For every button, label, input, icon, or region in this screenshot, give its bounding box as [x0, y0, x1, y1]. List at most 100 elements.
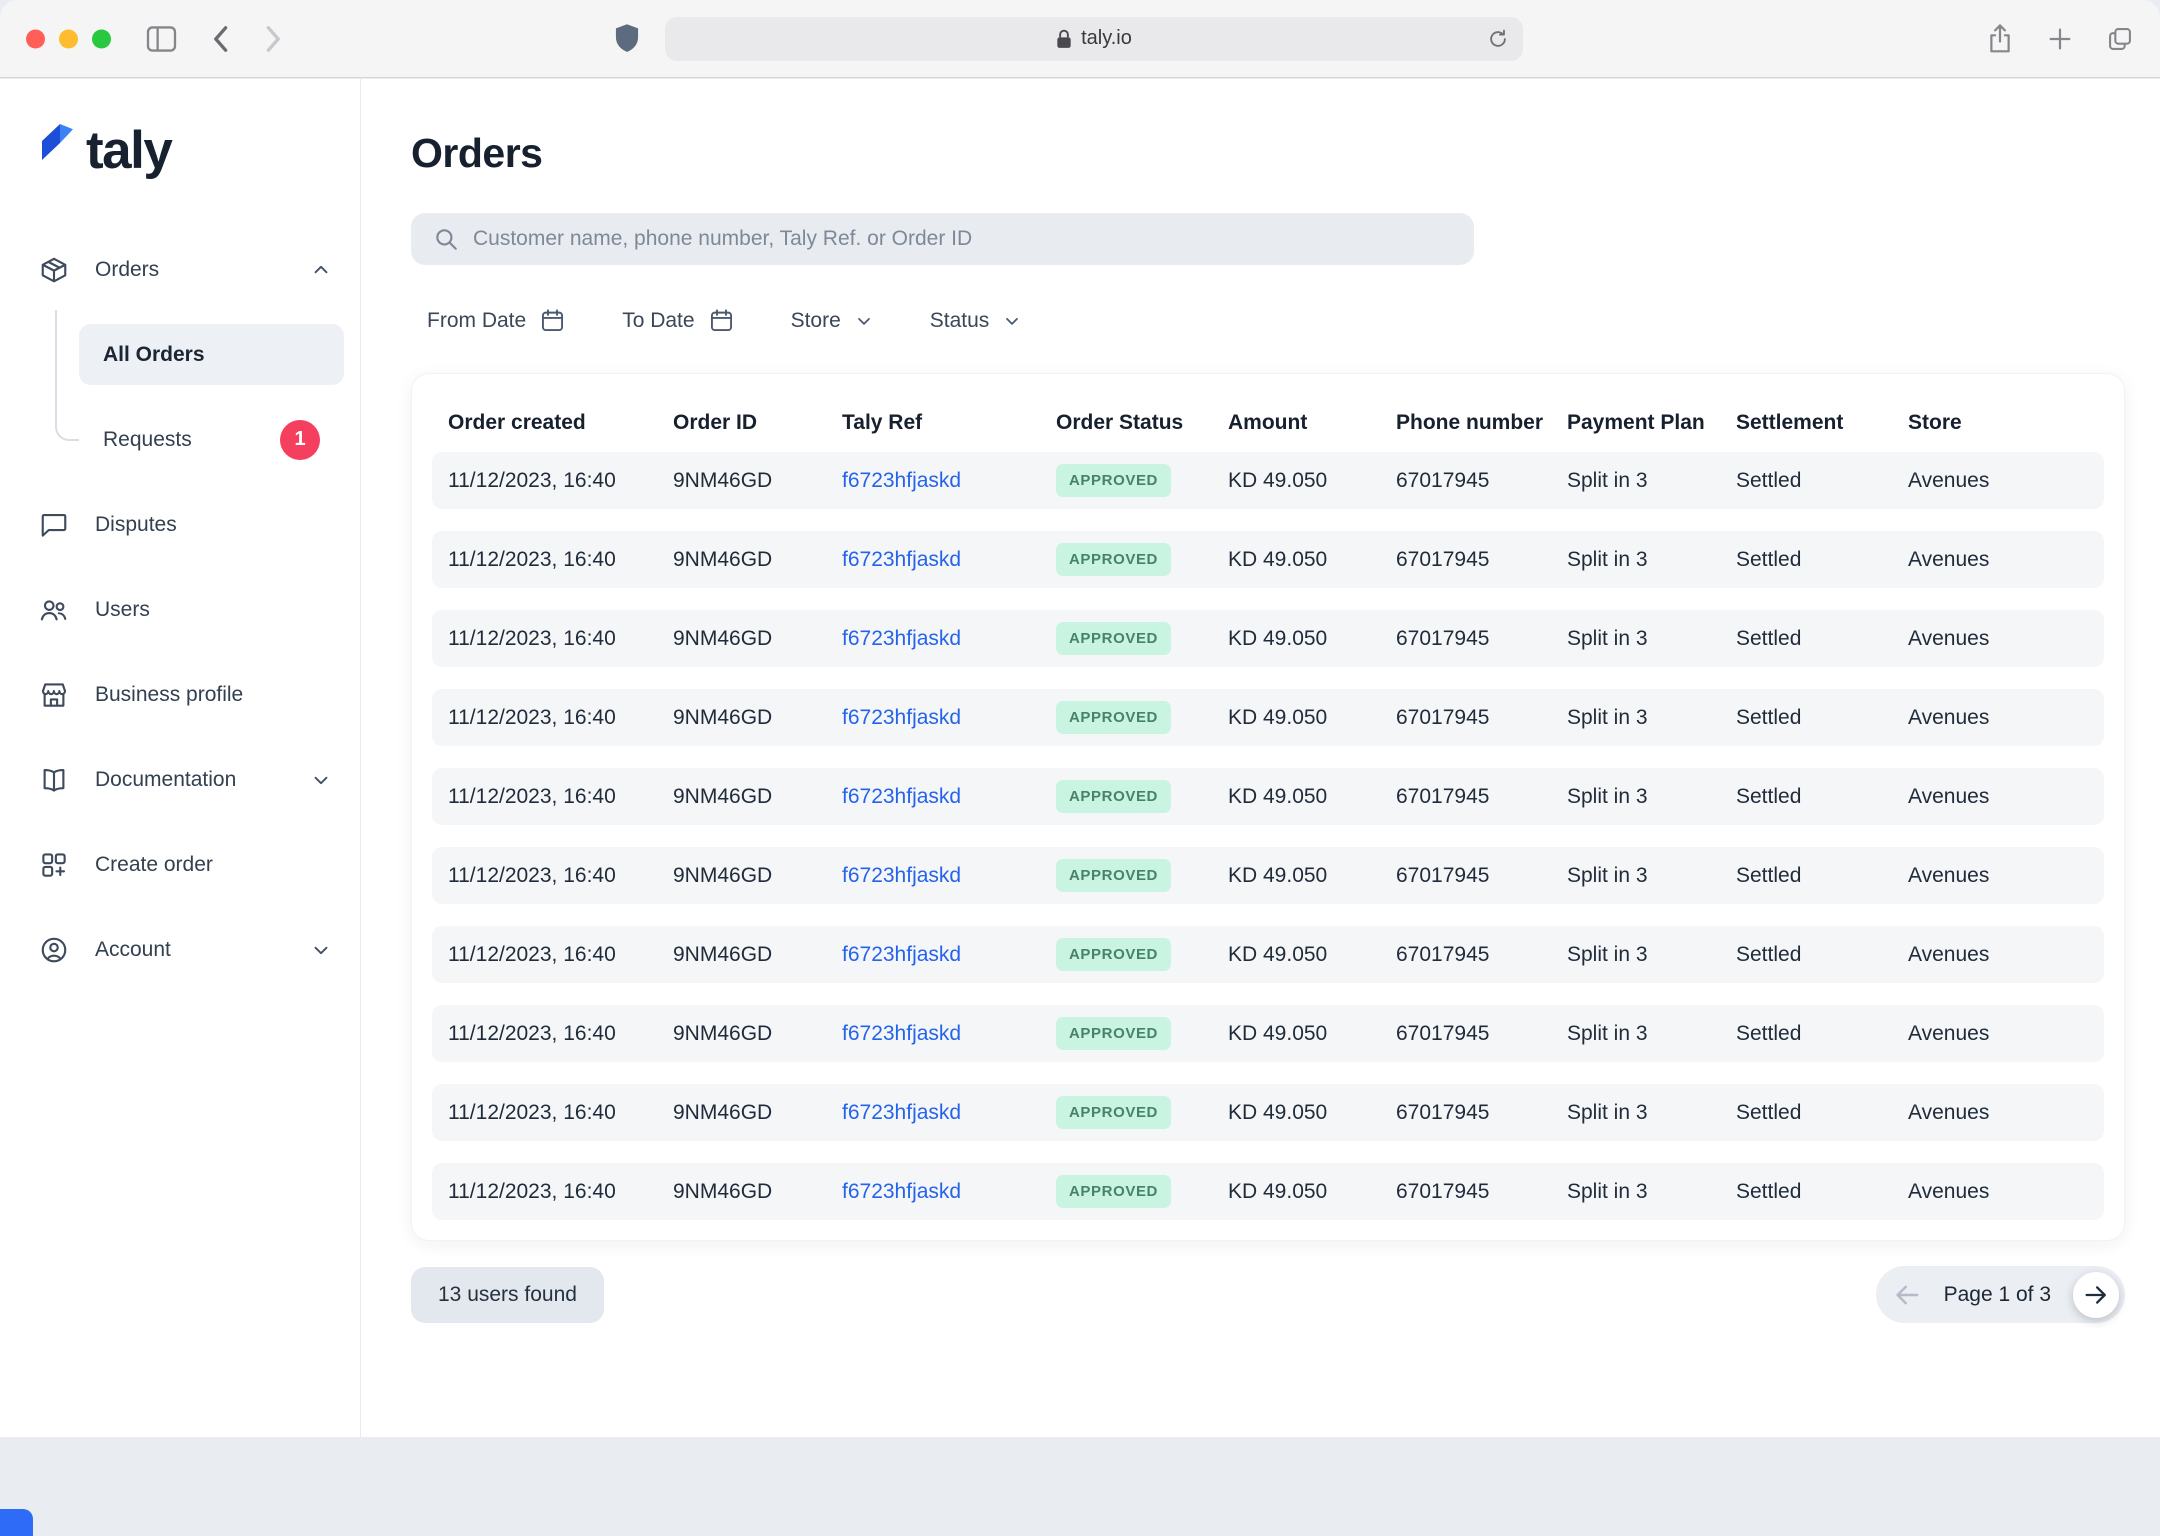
table-row[interactable]: 11/12/2023, 16:40 9NM46GD f6723hfjaskd A…: [432, 768, 2104, 825]
cell-settlement: Settled: [1736, 942, 1802, 966]
from-date-filter[interactable]: From Date: [427, 307, 566, 334]
cell-settlement: Settled: [1736, 626, 1802, 650]
chevron-down-icon: [310, 939, 332, 961]
page-title: Orders: [411, 130, 543, 176]
table-body: 11/12/2023, 16:40 9NM46GD f6723hfjaskd A…: [432, 452, 2104, 1220]
users-icon: [39, 595, 69, 625]
sidebar-item-label: Users: [95, 597, 150, 621]
close-window-button[interactable]: [26, 29, 45, 48]
cell-store: Avenues: [1908, 468, 1990, 492]
store-filter[interactable]: Store: [791, 309, 874, 333]
sidebar-item-requests[interactable]: Requests 1: [79, 409, 344, 470]
previous-page-button[interactable]: [1892, 1280, 1922, 1310]
column-header: Phone number: [1396, 411, 1544, 434]
taly-logo[interactable]: taly: [36, 119, 360, 181]
forward-icon[interactable]: [262, 25, 286, 53]
toggle-sidebar-icon[interactable]: [146, 25, 177, 52]
sidebar-item-orders[interactable]: Orders: [0, 239, 360, 300]
cell-store: Avenues: [1908, 1179, 1990, 1203]
cell-store: Avenues: [1908, 626, 1990, 650]
cell-store: Avenues: [1908, 1100, 1990, 1124]
order-status-badge: APPROVED: [1056, 1096, 1171, 1129]
sidebar-item-label: Requests: [103, 427, 192, 451]
taly-ref-link[interactable]: f6723hfjaskd: [842, 1100, 962, 1124]
taly-ref-link[interactable]: f6723hfjaskd: [842, 784, 962, 808]
taly-ref-link[interactable]: f6723hfjaskd: [842, 1179, 962, 1203]
table-row[interactable]: 11/12/2023, 16:40 9NM46GD f6723hfjaskd A…: [432, 610, 2104, 667]
address-bar[interactable]: taly.io: [665, 16, 1523, 61]
order-status-badge: APPROVED: [1056, 780, 1171, 813]
table-row[interactable]: 11/12/2023, 16:40 9NM46GD f6723hfjaskd A…: [432, 1005, 2104, 1062]
sidebar-item-label: Disputes: [95, 512, 177, 536]
sidebar-item-create-order[interactable]: Create order: [0, 834, 360, 895]
table-row[interactable]: 11/12/2023, 16:40 9NM46GD f6723hfjaskd A…: [432, 1084, 2104, 1141]
search-icon: [433, 226, 459, 252]
table-row[interactable]: 11/12/2023, 16:40 9NM46GD f6723hfjaskd A…: [432, 926, 2104, 983]
chat-launcher-corner[interactable]: [0, 1509, 33, 1536]
tab-overview-icon[interactable]: [2106, 25, 2134, 53]
next-page-button[interactable]: [2073, 1271, 2119, 1318]
table-row[interactable]: 11/12/2023, 16:40 9NM46GD f6723hfjaskd A…: [432, 452, 2104, 509]
table-header-row: Order created Order ID Taly Ref Order Statu…: [432, 394, 2104, 452]
search-input[interactable]: [473, 227, 1452, 251]
filters-bar: From Date To Date Store: [411, 307, 2160, 334]
storefront-icon: [39, 680, 69, 710]
cell-settlement: Settled: [1736, 705, 1802, 729]
new-tab-icon[interactable]: [2046, 25, 2074, 53]
to-date-filter[interactable]: To Date: [622, 307, 734, 334]
column-header: Store: [1908, 411, 1962, 434]
column-header: Settlement: [1736, 411, 1844, 434]
sidebar-item-label: Create order: [95, 852, 213, 876]
cell-settlement: Settled: [1736, 1179, 1802, 1203]
chevron-down-icon: [310, 769, 332, 791]
order-status-badge: APPROVED: [1056, 1175, 1171, 1208]
cell-phone-number: 67017945: [1396, 1021, 1490, 1045]
sidebar-item-account[interactable]: Account: [0, 919, 360, 980]
sidebar-item-documentation[interactable]: Documentation: [0, 749, 360, 810]
cell-order-id: 9NM46GD: [673, 626, 773, 650]
sidebar-item-users[interactable]: Users: [0, 579, 360, 640]
search-bar[interactable]: [411, 213, 1474, 265]
status-filter[interactable]: Status: [930, 309, 1023, 333]
taly-ref-link[interactable]: f6723hfjaskd: [842, 468, 962, 492]
taly-ref-link[interactable]: f6723hfjaskd: [842, 1021, 962, 1045]
table-row[interactable]: 11/12/2023, 16:40 9NM46GD f6723hfjaskd A…: [432, 1163, 2104, 1220]
cell-amount: KD 49.050: [1228, 547, 1328, 571]
taly-ref-link[interactable]: f6723hfjaskd: [842, 863, 962, 887]
chrome-right-icons: [1986, 23, 2134, 55]
filter-label: Store: [790, 308, 841, 332]
cell-order-id: 9NM46GD: [673, 1100, 773, 1124]
zoom-window-button[interactable]: [92, 29, 111, 48]
privacy-shield-icon[interactable]: [612, 23, 642, 55]
taly-ref-link[interactable]: f6723hfjaskd: [842, 942, 962, 966]
taly-ref-link[interactable]: f6723hfjaskd: [842, 547, 962, 571]
cell-phone-number: 67017945: [1396, 468, 1490, 492]
sidebar-item-label: Documentation: [95, 767, 237, 791]
table-row[interactable]: 11/12/2023, 16:40 9NM46GD f6723hfjaskd A…: [432, 531, 2104, 588]
taly-ref-link[interactable]: f6723hfjaskd: [842, 705, 962, 729]
share-icon[interactable]: [1986, 23, 2014, 55]
sidebar-item-all-orders[interactable]: All Orders: [79, 324, 344, 385]
sidebar-item-label: All Orders: [103, 342, 205, 366]
cell-store: Avenues: [1908, 547, 1990, 571]
sidebar-item-business-profile[interactable]: Business profile: [0, 664, 360, 725]
back-icon[interactable]: [208, 25, 232, 53]
table-row[interactable]: 11/12/2023, 16:40 9NM46GD f6723hfjaskd A…: [432, 847, 2104, 904]
cell-order-created: 11/12/2023, 16:40: [448, 1179, 616, 1203]
cell-payment-plan: Split in 3: [1567, 705, 1648, 729]
taly-ref-link[interactable]: f6723hfjaskd: [842, 626, 962, 650]
cell-payment-plan: Split in 3: [1567, 468, 1648, 492]
minimize-window-button[interactable]: [59, 29, 78, 48]
column-header: Order ID: [673, 411, 758, 434]
traffic-lights: [26, 29, 111, 48]
cell-payment-plan: Split in 3: [1567, 784, 1648, 808]
cell-amount: KD 49.050: [1228, 468, 1328, 492]
cell-amount: KD 49.050: [1228, 942, 1328, 966]
sidebar-item-disputes[interactable]: Disputes: [0, 494, 360, 555]
table-row[interactable]: 11/12/2023, 16:40 9NM46GD f6723hfjaskd A…: [432, 689, 2104, 746]
filter-label: Status: [929, 308, 990, 332]
order-status-badge: APPROVED: [1056, 701, 1171, 734]
reload-icon[interactable]: [1487, 28, 1509, 50]
cell-order-id: 9NM46GD: [673, 942, 773, 966]
cell-store: Avenues: [1908, 863, 1990, 887]
